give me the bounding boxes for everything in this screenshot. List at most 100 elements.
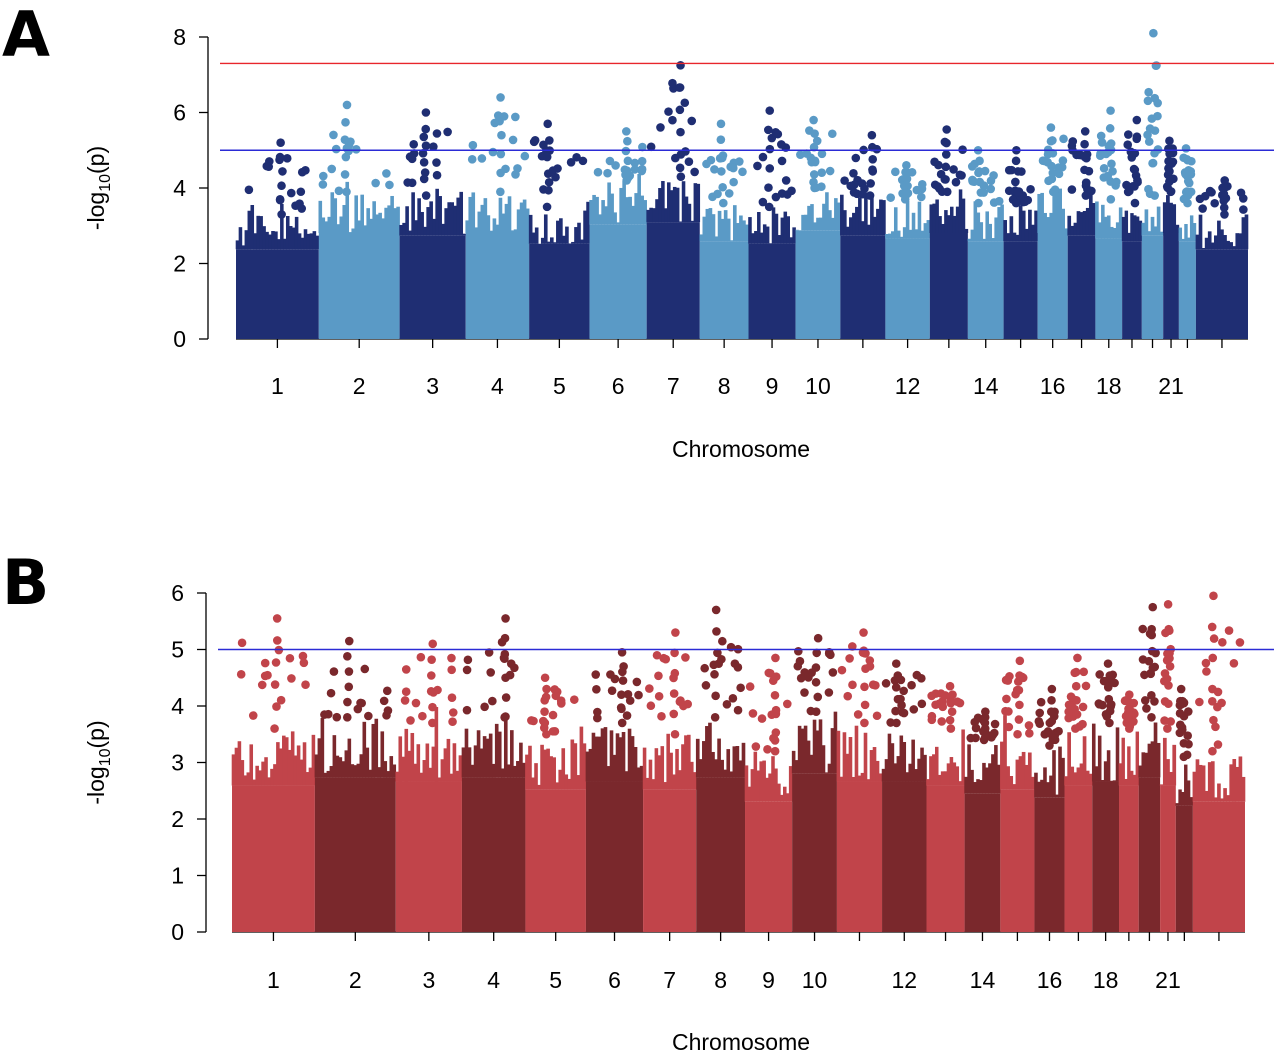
snp-point xyxy=(1014,685,1024,695)
snp-point xyxy=(751,742,761,751)
snp-point xyxy=(462,705,472,715)
snp-point xyxy=(717,654,726,664)
chromosome-15-points xyxy=(1000,656,1035,932)
peak-snp-point xyxy=(344,636,354,646)
snp-point xyxy=(917,184,927,194)
snp-point xyxy=(500,633,510,643)
snp-point xyxy=(1025,729,1034,738)
snp-point xyxy=(676,127,685,137)
snp-point xyxy=(777,156,787,166)
x-tick-label-chr-3: 3 xyxy=(426,373,439,399)
snp-point xyxy=(1138,624,1148,634)
snp-point xyxy=(540,696,549,705)
snp-point xyxy=(401,665,411,674)
snp-point xyxy=(990,719,1000,729)
snp-point xyxy=(420,168,430,177)
snp-point xyxy=(1195,194,1205,204)
snp-point xyxy=(617,718,627,728)
snp-point xyxy=(684,157,694,167)
peak-snp-point xyxy=(676,61,685,70)
snp-point xyxy=(329,130,338,140)
snp-point xyxy=(738,167,747,177)
snp-point xyxy=(407,154,417,164)
snp-point xyxy=(1048,148,1058,158)
snp-point xyxy=(1224,626,1234,635)
snp-point xyxy=(810,183,819,193)
snp-point xyxy=(1047,696,1056,705)
snp-point xyxy=(735,157,744,166)
snp-point xyxy=(764,125,773,135)
snp-point xyxy=(1004,707,1013,716)
chromosome-10-band xyxy=(792,773,837,932)
y-tick-label: 5 xyxy=(171,637,184,663)
chromosome-13-band xyxy=(926,785,965,932)
snp-point xyxy=(1130,198,1140,208)
snp-point xyxy=(264,162,274,171)
snp-point xyxy=(619,662,628,671)
snp-point xyxy=(851,153,861,163)
x-tick-label-chr-12: 12 xyxy=(895,373,921,399)
chromosome-6-points xyxy=(589,127,647,339)
snp-point xyxy=(486,668,495,677)
snp-point xyxy=(542,152,552,162)
chromosome-20-points xyxy=(1141,28,1164,339)
snp-point xyxy=(710,670,719,679)
snp-point xyxy=(343,651,352,661)
chromosome-18-band xyxy=(1092,781,1120,932)
snp-point xyxy=(271,658,281,667)
snp-point xyxy=(605,156,615,166)
chromosome-X-points xyxy=(1192,591,1246,932)
snp-point xyxy=(1046,707,1056,716)
peak-snp-point xyxy=(981,707,990,716)
x-tick-label-chr-3: 3 xyxy=(422,967,435,993)
chromosome-22-band xyxy=(1178,241,1196,339)
snp-point xyxy=(1035,719,1045,729)
snp-point xyxy=(542,202,552,212)
snp-point xyxy=(713,648,722,658)
snp-point xyxy=(1183,176,1193,186)
snp-point xyxy=(1110,678,1119,688)
peak-snp-point xyxy=(421,108,431,117)
snp-point xyxy=(1219,203,1229,212)
snp-point xyxy=(809,142,819,152)
snp-point xyxy=(1048,187,1058,197)
snp-point xyxy=(899,708,909,718)
snp-point xyxy=(771,709,781,719)
snp-point xyxy=(432,170,442,180)
snp-point xyxy=(260,671,270,681)
snp-point xyxy=(1181,187,1191,197)
snp-point xyxy=(637,156,647,166)
snp-point xyxy=(419,132,429,142)
snp-point xyxy=(403,178,412,187)
chromosome-4-points xyxy=(461,614,526,932)
snp-point xyxy=(1080,165,1089,175)
snp-point xyxy=(1054,169,1064,179)
snp-point xyxy=(713,189,722,199)
snp-point xyxy=(1210,198,1219,208)
snp-point xyxy=(277,181,286,191)
x-tick-label-chr-6: 6 xyxy=(608,967,621,993)
snp-point xyxy=(953,697,962,707)
snp-point xyxy=(974,167,984,176)
peak-snp-point xyxy=(1176,684,1186,694)
snp-point xyxy=(511,112,520,122)
snp-point xyxy=(1219,196,1229,206)
snp-point xyxy=(520,151,530,161)
snp-point xyxy=(545,136,554,145)
snp-point xyxy=(899,686,908,696)
snp-point xyxy=(654,691,664,701)
snp-point xyxy=(1219,182,1228,192)
snp-point xyxy=(622,711,632,720)
chromosome-15-points xyxy=(1003,145,1038,339)
snp-point xyxy=(1147,646,1157,656)
chromosome-8-band xyxy=(699,241,749,339)
snp-point xyxy=(860,682,869,692)
snp-point xyxy=(447,693,457,702)
snp-point xyxy=(1208,684,1217,694)
x-tick-label-chr-9: 9 xyxy=(762,967,775,993)
snp-point xyxy=(802,149,811,158)
snp-point xyxy=(618,676,628,685)
snp-point xyxy=(610,674,620,684)
snp-point xyxy=(947,707,957,716)
snp-point xyxy=(623,689,633,699)
